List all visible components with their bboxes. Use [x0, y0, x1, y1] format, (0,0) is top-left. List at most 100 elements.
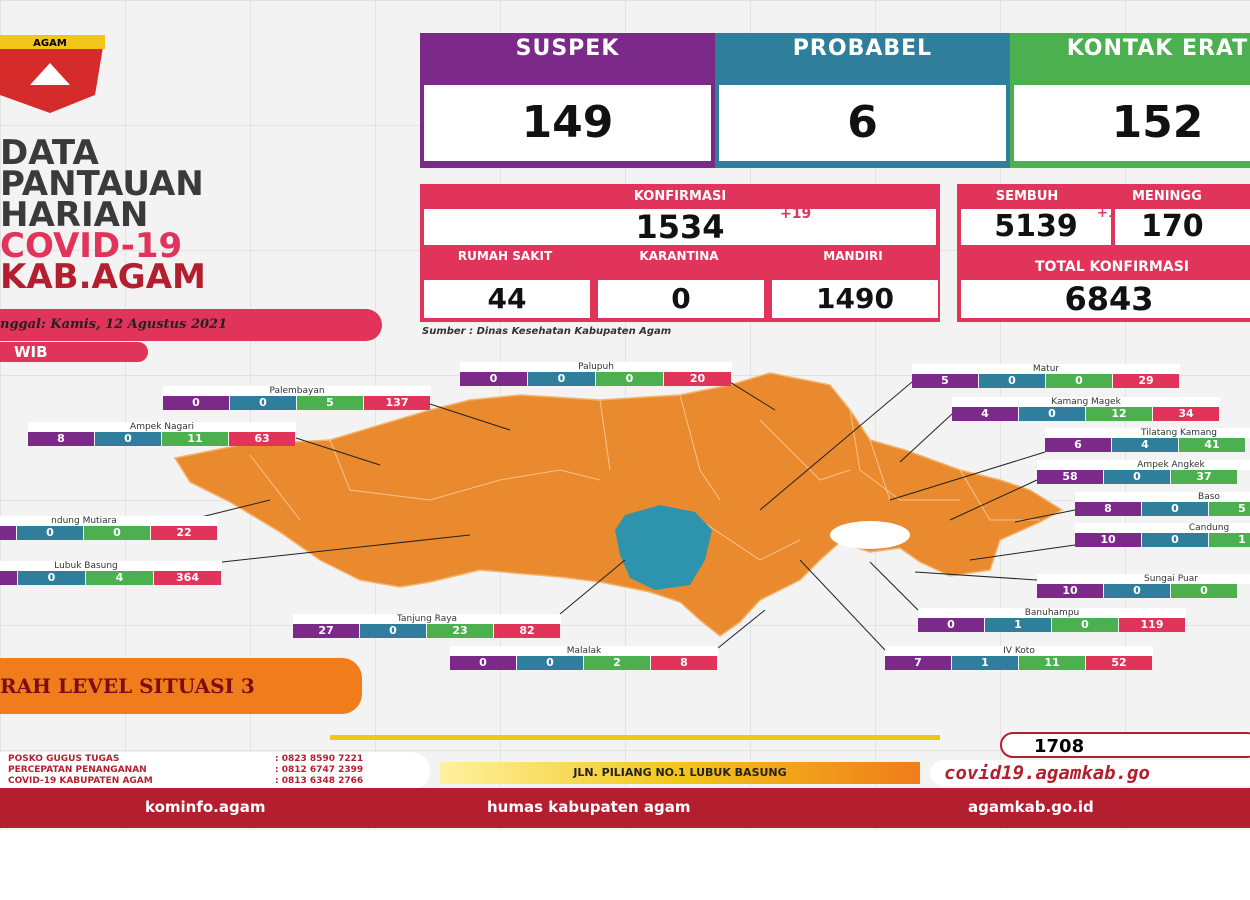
district-value: 11: [162, 432, 228, 446]
hotline: 1708: [1000, 732, 1250, 758]
website: covid19.agamkab.go: [930, 760, 1250, 786]
title-line: KAB.AGAM: [0, 257, 206, 297]
district-value: 0: [918, 618, 984, 632]
district-name: Tanjung Raya: [293, 614, 561, 624]
district-value: 1: [1209, 533, 1250, 547]
district-value: 37: [1171, 470, 1237, 484]
time: WIB: [0, 342, 148, 362]
district-name: Lubuk Basung: [0, 561, 222, 571]
district-value: 7: [885, 656, 951, 670]
social-link: agamkab.go.id: [968, 798, 1094, 816]
title-line: DATA: [0, 133, 99, 173]
label: TOTAL KONFIRMASI: [1035, 259, 1189, 275]
district-value: 0: [1052, 618, 1118, 632]
district-value: 0: [95, 432, 161, 446]
district-value: 0: [450, 656, 516, 670]
label: KONFIRMASI: [633, 189, 727, 204]
district-value: 0: [596, 372, 663, 386]
district-name: Palupuh: [460, 362, 732, 372]
posko: POSKO GUGUS TUGAS : 0823 8590 7221 PERCEPA…: [0, 752, 430, 790]
district-value: 82: [494, 624, 560, 638]
district-name: ndung Mutiara: [0, 516, 218, 526]
district-value: 0: [1104, 470, 1170, 484]
district-value: 34: [1153, 407, 1219, 421]
district-value: 0: [1019, 407, 1085, 421]
date: nggal: Kamis, 12 Agustus 2021: [0, 309, 382, 341]
breakdown-label: MANDIRI: [823, 249, 883, 263]
district-value: 5: [297, 396, 363, 410]
map-layer: [173, 372, 1076, 651]
district-value: 41: [1179, 438, 1245, 452]
district-name: Baso: [1075, 492, 1250, 502]
label: MENINGG: [1132, 189, 1202, 204]
title-line: PANTAUAN: [0, 164, 204, 204]
value: 6843: [961, 280, 1250, 318]
posko-phone: : 0813 6348 2766: [275, 776, 364, 786]
title-line: HARIAN: [0, 195, 149, 235]
breakdown-value: 44: [424, 280, 590, 318]
posko-phone: : 0812 6747 2399: [275, 765, 364, 775]
social-link: kominfo.agam: [145, 798, 266, 816]
district-value: 0: [517, 656, 583, 670]
delta: +19: [780, 206, 812, 222]
district-value: 0: [0, 526, 16, 540]
source: Sumber : Dinas Kesehatan Kabupaten Agam: [422, 326, 672, 337]
district-name: Matur: [912, 364, 1180, 374]
stat-label: PROBABEL: [792, 36, 933, 61]
district-name: Kamang Magek: [952, 397, 1220, 407]
district-name: Ampek Nagari: [28, 422, 296, 432]
posko-line: PERCEPATAN PENANGANAN: [8, 765, 147, 775]
district-value: 5: [912, 374, 978, 388]
district-value: 1: [952, 656, 1018, 670]
district-value: 20: [664, 372, 731, 386]
district-value: 0: [460, 372, 527, 386]
district-value: 0: [528, 372, 595, 386]
posko-line: POSKO GUGUS TUGAS: [8, 754, 120, 764]
district-value: 10: [1037, 584, 1103, 598]
district-value: 10: [1075, 533, 1141, 547]
district-value: 137: [364, 396, 430, 410]
district-value: 0: [18, 571, 85, 585]
breakdown-label: KARANTINA: [639, 249, 719, 263]
district-name: Malalak: [450, 646, 718, 656]
district-value: 119: [1119, 618, 1185, 632]
lake: [615, 505, 712, 590]
enclave: [830, 521, 910, 549]
district-value: 2: [584, 656, 650, 670]
status: RAH LEVEL SITUASI 3: [0, 658, 362, 714]
district-value: 0: [230, 396, 296, 410]
district-value: 0: [17, 526, 83, 540]
district-value: 0: [1142, 533, 1208, 547]
district-value: 4: [1112, 438, 1178, 452]
district-value: 364: [154, 571, 221, 585]
breakdown-value: 0: [598, 280, 764, 318]
district-value: 0: [1142, 502, 1208, 516]
district-map: [173, 372, 1064, 637]
breakdown-label: RUMAH SAKIT: [457, 249, 553, 263]
value: 5139: [961, 209, 1111, 245]
posko-phone: : 0823 8590 7221: [275, 754, 364, 764]
top-stats: SUSPEK 149 PROBABEL 6 KONTAK ERAT 152: [420, 33, 1250, 168]
district-name: Candung: [1075, 523, 1250, 533]
district-value: 4: [86, 571, 153, 585]
district-value: 22: [151, 526, 217, 540]
district-value: 0: [1171, 584, 1237, 598]
social-bar: kominfo.agam humas kabupaten agam agamkab.…: [0, 788, 1250, 828]
district-value: 27: [293, 624, 359, 638]
address: JLN. PILIANG NO.1 LUBUK BASUNG: [440, 762, 920, 784]
district-borders: [249, 394, 1040, 561]
district-value: 52: [1086, 656, 1152, 670]
stat-card: SUSPEK 149: [420, 33, 715, 168]
district-value: 0: [1046, 374, 1112, 388]
district-value: 0: [163, 396, 229, 410]
stat-label: SUSPEK: [515, 36, 620, 61]
district-value: 4: [952, 407, 1018, 421]
stat-value: 152: [1014, 85, 1250, 161]
leader-lines: [184, 378, 1076, 651]
title-line: COVID-19: [0, 226, 183, 266]
logo: AGAM: [0, 35, 105, 113]
value: 1534: [424, 209, 936, 245]
district-name: Tilatang Kamang: [1045, 428, 1250, 438]
district-name: Ampek Angkek: [1037, 460, 1250, 470]
